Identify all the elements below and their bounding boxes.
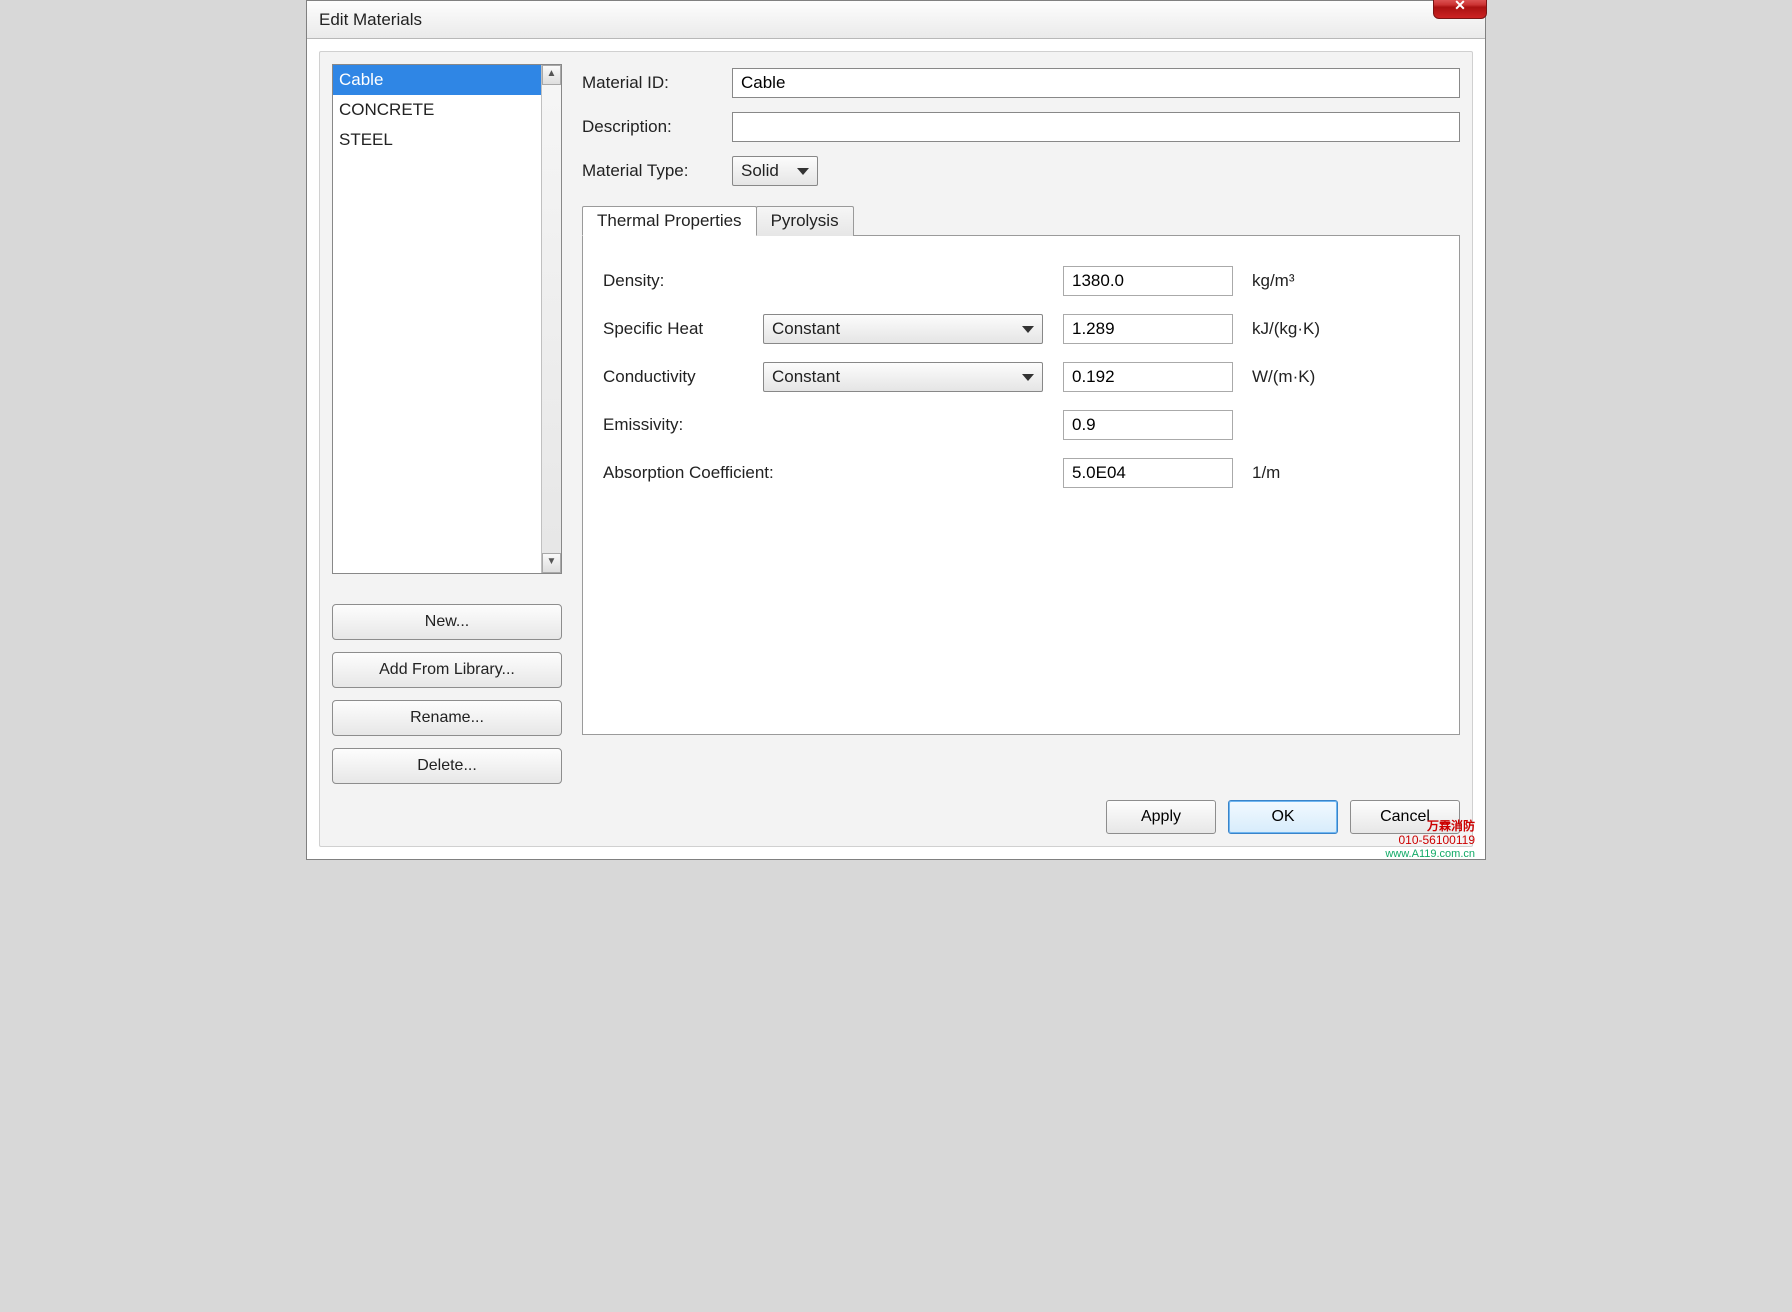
delete-button[interactable]: Delete... <box>332 748 562 784</box>
material-type-label: Material Type: <box>582 161 732 181</box>
description-label: Description: <box>582 117 732 137</box>
conductivity-unit: W/(m·K) <box>1238 367 1358 387</box>
density-input[interactable] <box>1063 266 1233 296</box>
specific-heat-mode-select[interactable]: Constant <box>763 314 1043 344</box>
emissivity-input[interactable] <box>1063 410 1233 440</box>
watermark-line1: 万霖消防 <box>1385 819 1475 833</box>
scroll-track[interactable] <box>542 85 561 553</box>
materials-listbox[interactable]: Cable CONCRETE STEEL ▲ ▼ <box>332 64 562 574</box>
chevron-down-icon <box>797 168 809 175</box>
list-item[interactable]: CONCRETE <box>333 95 541 125</box>
conductivity-input[interactable] <box>1063 362 1233 392</box>
density-label: Density: <box>603 271 763 291</box>
left-column: Cable CONCRETE STEEL ▲ ▼ New... Add From… <box>332 64 562 784</box>
material-type-value: Solid <box>741 161 779 181</box>
close-button[interactable]: ✕ <box>1433 0 1487 19</box>
scroll-down-icon[interactable]: ▼ <box>542 553 561 573</box>
specific-heat-input[interactable] <box>1063 314 1233 344</box>
dialog-buttons: Apply OK Cancel <box>332 800 1460 834</box>
absorption-label: Absorption Coefficient: <box>603 463 1063 483</box>
list-item[interactable]: STEEL <box>333 125 541 155</box>
absorption-input[interactable] <box>1063 458 1233 488</box>
apply-button[interactable]: Apply <box>1106 800 1216 834</box>
specific-heat-unit: kJ/(kg·K) <box>1238 319 1358 339</box>
chevron-down-icon <box>1022 374 1034 381</box>
material-type-select[interactable]: Solid <box>732 156 818 186</box>
emissivity-label: Emissivity: <box>603 415 763 435</box>
watermark-line2: 010-56100119 <box>1385 833 1475 847</box>
material-id-input[interactable] <box>732 68 1460 98</box>
list-item[interactable]: Cable <box>333 65 541 95</box>
density-unit: kg/m³ <box>1238 271 1358 291</box>
window-title: Edit Materials <box>319 10 422 30</box>
watermark: 万霖消防 010-56100119 www.A119.com.cn <box>1385 819 1475 861</box>
close-icon: ✕ <box>1454 0 1466 13</box>
add-from-library-button[interactable]: Add From Library... <box>332 652 562 688</box>
scrollbar[interactable]: ▲ ▼ <box>541 65 561 573</box>
tabstrip: Thermal Properties Pyrolysis <box>582 206 1460 236</box>
tab-thermal-properties[interactable]: Thermal Properties <box>582 206 757 236</box>
specific-heat-mode-value: Constant <box>772 319 840 339</box>
titlebar: Edit Materials ✕ <box>307 1 1485 39</box>
description-input[interactable] <box>732 112 1460 142</box>
dialog-window: Edit Materials ✕ Cable CONCRETE STEEL ▲ … <box>306 0 1486 860</box>
thermal-properties-panel: Density: kg/m³ Specific Heat Constant <box>582 235 1460 735</box>
conductivity-mode-value: Constant <box>772 367 840 387</box>
chevron-down-icon <box>1022 326 1034 333</box>
absorption-unit: 1/m <box>1238 463 1358 483</box>
conductivity-label: Conductivity <box>603 367 763 387</box>
tab-pyrolysis[interactable]: Pyrolysis <box>756 206 854 236</box>
content-panel: Cable CONCRETE STEEL ▲ ▼ New... Add From… <box>319 51 1473 847</box>
right-column: Material ID: Description: Material Type:… <box>582 64 1460 784</box>
new-button[interactable]: New... <box>332 604 562 640</box>
watermark-line3: www.A119.com.cn <box>1385 847 1475 861</box>
material-id-label: Material ID: <box>582 73 732 93</box>
conductivity-mode-select[interactable]: Constant <box>763 362 1043 392</box>
rename-button[interactable]: Rename... <box>332 700 562 736</box>
ok-button[interactable]: OK <box>1228 800 1338 834</box>
scroll-up-icon[interactable]: ▲ <box>542 65 561 85</box>
specific-heat-label: Specific Heat <box>603 319 763 339</box>
